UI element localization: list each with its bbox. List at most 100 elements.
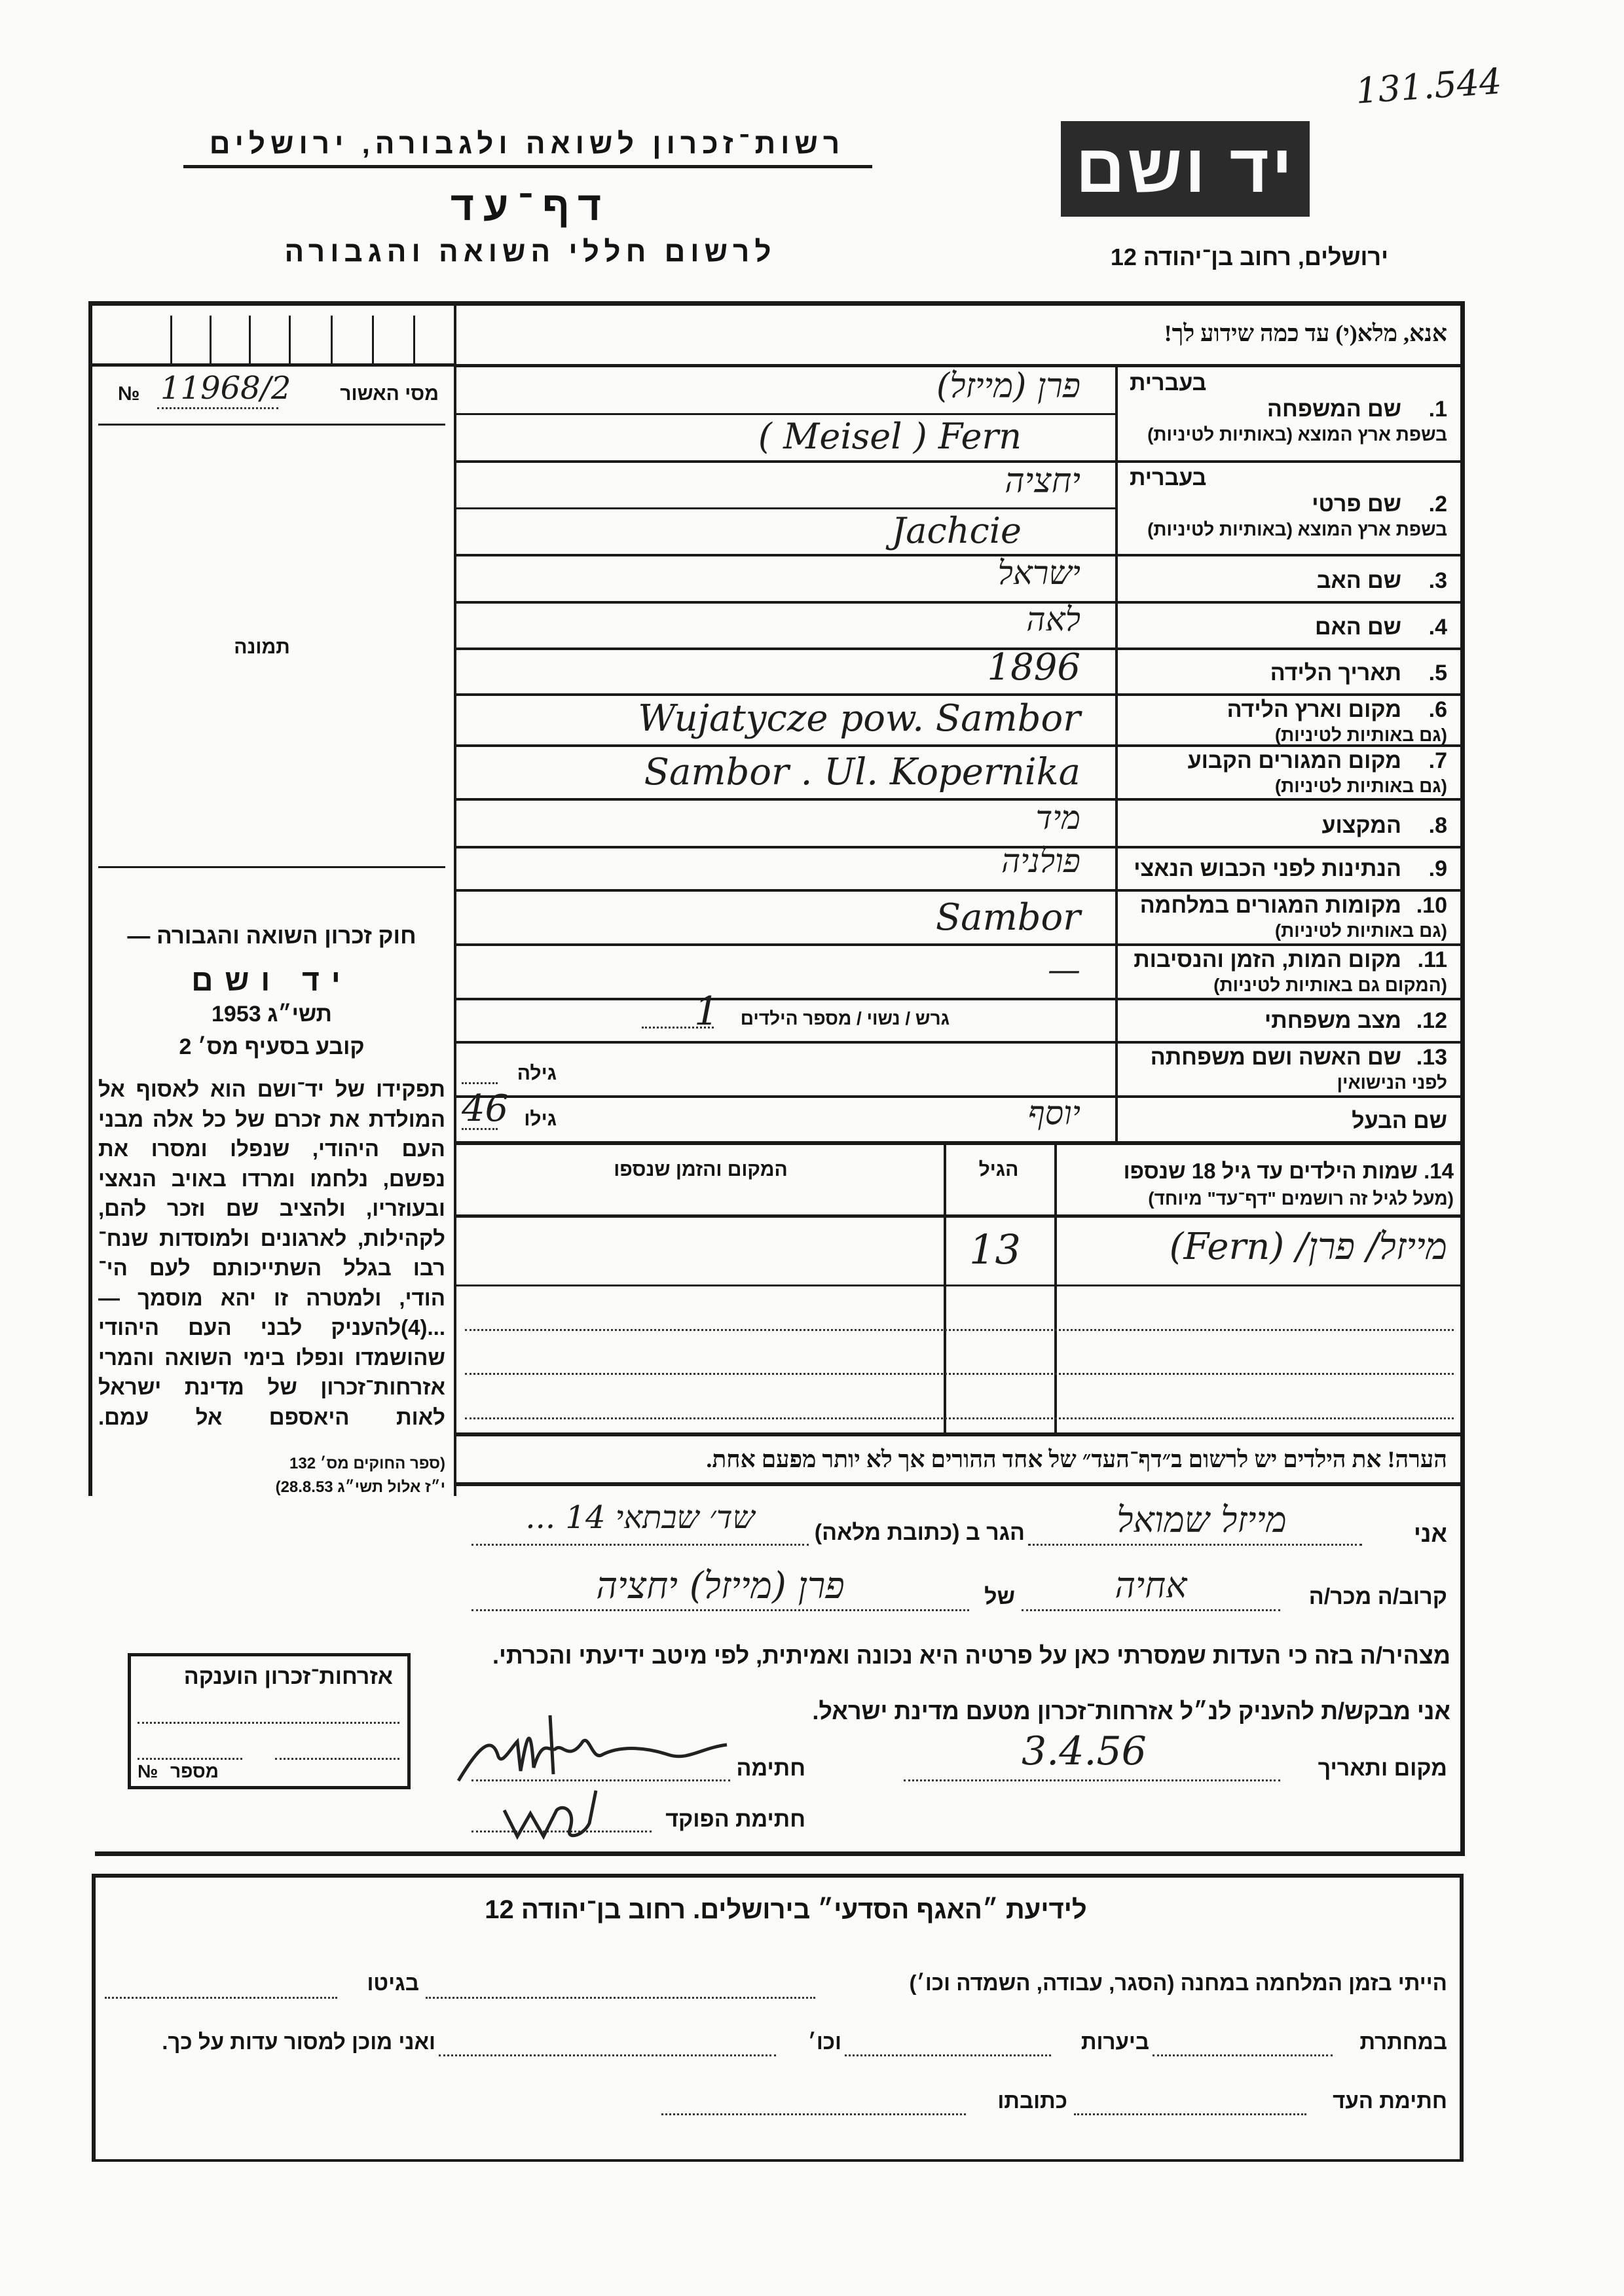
row-number: 11. bbox=[1417, 947, 1447, 972]
row-divider bbox=[456, 693, 1460, 696]
decl-place-date[interactable]: 3.4.56 bbox=[1022, 1728, 1147, 1774]
law-source-2: י״ז אלול תשי״ג 28.8.53) bbox=[275, 1478, 445, 1496]
child-name[interactable]: מייזל/ פרן/ (Fern) bbox=[1169, 1226, 1447, 1268]
logo-text: יד ושם bbox=[1075, 130, 1295, 207]
row-mid-line bbox=[456, 413, 1115, 415]
child-row-dotline bbox=[465, 1329, 1454, 1331]
label-divider bbox=[1115, 367, 1118, 1142]
info-line2-dots-a bbox=[1153, 2054, 1333, 2056]
decl-place-date-label: מקום ותאריך bbox=[1318, 1756, 1447, 1781]
info-line1-dots-b bbox=[105, 1997, 337, 1999]
instructions-bottom bbox=[456, 364, 1460, 367]
child-row-dotline bbox=[465, 1417, 1454, 1419]
child-age[interactable]: 13 bbox=[969, 1226, 1021, 1273]
info-line1-dots-a bbox=[426, 1997, 815, 1999]
row-value-hebrew[interactable]: יחציה bbox=[1005, 462, 1080, 501]
row-number: 2. bbox=[1428, 492, 1447, 517]
law-title: חוק זכרון השואה והגבורה — bbox=[127, 923, 416, 949]
row-sublabel: (גם באותיות לטיניות) bbox=[1274, 725, 1447, 745]
row-value[interactable]: Wujatycze pow. Sambor bbox=[638, 697, 1080, 740]
law-text-line: המולדת את זכרם של כל אלה מבני bbox=[98, 1106, 445, 1131]
info-line2-b: ביערות bbox=[1080, 2030, 1149, 2054]
decl-resides-label: הגר ב (כתובת מלאה) bbox=[814, 1520, 1025, 1545]
decl-victim-line bbox=[471, 1609, 969, 1611]
age-value[interactable]: 46 bbox=[462, 1087, 509, 1130]
frame-top bbox=[88, 301, 1465, 306]
marital-options: גרש / נשוי / מספר הילדים bbox=[740, 1008, 950, 1029]
row-value[interactable]: יוסף bbox=[1027, 1094, 1080, 1132]
row-value[interactable]: — bbox=[1048, 951, 1080, 989]
row-number: 4. bbox=[1428, 615, 1447, 640]
decl-relation[interactable]: אחיה bbox=[1115, 1565, 1187, 1606]
law-year: תשי״ג 1953 bbox=[212, 1002, 332, 1027]
decl-address[interactable]: שד׳ שבתאי 14 ... bbox=[525, 1499, 755, 1536]
row-hebrew-tag: בעברית bbox=[1130, 371, 1207, 395]
row-value-hebrew[interactable]: פרן (מייזל) bbox=[936, 367, 1080, 406]
row-label: שם הבעל bbox=[1352, 1108, 1447, 1133]
law-text-line: אזרחות־זכרון של מדינת ישראל bbox=[98, 1375, 445, 1399]
tick-box-line bbox=[413, 316, 415, 363]
decl-officer-signature-label: חתימת הפוקד bbox=[665, 1807, 805, 1832]
row-label: מקומות המגורים במלחמה bbox=[1139, 893, 1401, 918]
row-mid-line bbox=[456, 507, 1115, 509]
decl-witness-name[interactable]: מייזל שמואל bbox=[1116, 1499, 1287, 1540]
decl-relation-line bbox=[1022, 1609, 1280, 1611]
children-header-label: 14. שמות הילדים עד גיל 18 שנספו bbox=[1123, 1159, 1454, 1183]
law-text-line: ובעוזריו, ולהציב שם וזכר להם, bbox=[98, 1196, 445, 1220]
law-text-line: תפקידו של יד־ושם הוא לאסוף אל bbox=[98, 1077, 445, 1101]
children-header-sublabel: (מעל לגיל זה רושמים "דף־עד" מיוחד) bbox=[1148, 1188, 1454, 1209]
row-sublabel: בשפת ארץ המוצא (באותיות לטיניות) bbox=[1147, 519, 1447, 539]
row-divider bbox=[456, 998, 1460, 1000]
tick-row-bottom bbox=[92, 363, 454, 367]
children-count[interactable]: 1 bbox=[694, 989, 720, 1034]
row-divider bbox=[456, 744, 1460, 747]
info-line3-a: חתימת העד bbox=[1333, 2088, 1447, 2113]
row-number: 5. bbox=[1428, 661, 1447, 685]
law-text-line: ...(4)להעניק לבני העם היהודי bbox=[98, 1315, 445, 1339]
row-value[interactable]: פולניה bbox=[1001, 842, 1080, 880]
law-name: יד ושם bbox=[191, 963, 352, 997]
row-number: 10. bbox=[1416, 893, 1447, 918]
row-value[interactable]: מיד bbox=[1035, 799, 1080, 837]
row-value[interactable]: לאה bbox=[1026, 600, 1080, 638]
row-value[interactable]: ישראל bbox=[997, 554, 1080, 592]
row-sublabel: לפני הנישואין bbox=[1337, 1072, 1447, 1093]
tick-box-line bbox=[289, 316, 291, 363]
photo-bottom bbox=[98, 866, 445, 868]
certificate-label: מסי האשור bbox=[340, 383, 439, 405]
certificate-value[interactable]: 11968/2 bbox=[160, 370, 291, 407]
row-number: 3. bbox=[1428, 568, 1447, 593]
row-value-latin[interactable]: Jachcie bbox=[891, 510, 1022, 551]
children-col-age: הגיל bbox=[978, 1159, 1019, 1180]
certificate-no-sign: № bbox=[118, 383, 140, 405]
header-underline bbox=[183, 165, 872, 168]
info-line2-dots-c bbox=[439, 2054, 776, 2056]
children-col-place-time: המקום והזמן שנספו bbox=[614, 1159, 788, 1180]
row-number: 6. bbox=[1428, 697, 1447, 722]
law-text-line: העם היהודי, שנפלו ומסרו את bbox=[98, 1137, 445, 1161]
info-line3-b: כתובתו bbox=[997, 2088, 1067, 2113]
law-clause: קובע בסעיף מס׳ 2 bbox=[179, 1034, 365, 1059]
note-bottom bbox=[456, 1482, 1460, 1486]
info-line2-d: ואני מוכן למסור עדות על כך. bbox=[162, 2030, 435, 2054]
row-label: מקום המות, הזמן והנסיבות bbox=[1134, 947, 1401, 972]
note-top bbox=[456, 1432, 1460, 1436]
decl-victim[interactable]: פרן (מייזל) יחציה bbox=[596, 1565, 845, 1607]
law-text-line: לאות היאספם אל עמם. bbox=[98, 1404, 445, 1429]
frame-right bbox=[1460, 301, 1465, 1856]
decl-name-line bbox=[1028, 1544, 1362, 1546]
row-value[interactable]: 1896 bbox=[987, 646, 1080, 689]
row-value-latin[interactable]: ( Meisel ) Fern bbox=[758, 416, 1022, 457]
age-label: גילו bbox=[524, 1108, 557, 1130]
row-number: 12. bbox=[1416, 1008, 1447, 1033]
row-value[interactable]: Sambor bbox=[935, 896, 1080, 939]
info-line2-dots-b bbox=[845, 2054, 1051, 2056]
decl-officer-line bbox=[471, 1831, 652, 1832]
row-divider bbox=[456, 554, 1460, 556]
decl-i-label: אני bbox=[1414, 1520, 1447, 1547]
row-value[interactable]: Sambor . Ul. Kopernika bbox=[644, 751, 1080, 793]
tick-box-line bbox=[372, 316, 374, 363]
certificate-bottom bbox=[98, 424, 445, 426]
citizenship-title: אזרחות־זכרון הוענקה bbox=[183, 1664, 393, 1689]
tick-box-line bbox=[331, 316, 333, 363]
